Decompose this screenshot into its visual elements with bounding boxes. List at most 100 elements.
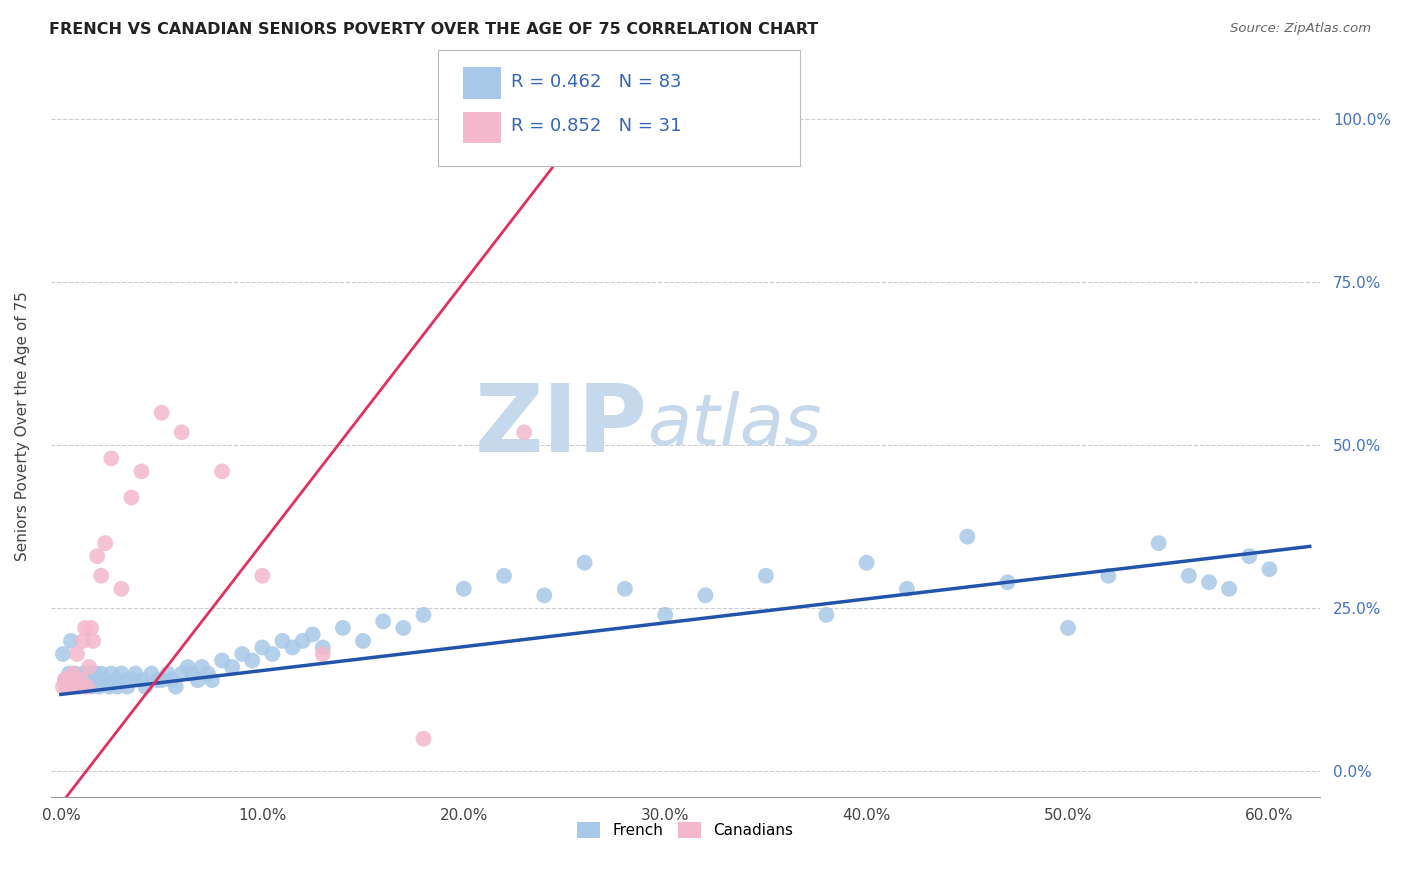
Point bbox=[70, 673, 93, 687]
Point bbox=[177, 660, 200, 674]
Point bbox=[76, 680, 98, 694]
Point bbox=[62, 680, 84, 694]
Point bbox=[72, 666, 94, 681]
Point bbox=[62, 666, 84, 681]
Point bbox=[815, 607, 838, 622]
Point bbox=[211, 653, 233, 667]
Point bbox=[513, 425, 536, 440]
Point bbox=[67, 680, 90, 694]
Point bbox=[120, 491, 142, 505]
Point bbox=[77, 666, 100, 681]
Point bbox=[124, 666, 146, 681]
Point bbox=[134, 680, 156, 694]
Point bbox=[98, 680, 121, 694]
Point bbox=[997, 575, 1019, 590]
Text: atlas: atlas bbox=[647, 392, 823, 460]
Point bbox=[231, 647, 253, 661]
Point bbox=[131, 673, 153, 687]
Point bbox=[197, 666, 219, 681]
Point bbox=[201, 673, 224, 687]
Point bbox=[80, 621, 103, 635]
Point bbox=[131, 465, 153, 479]
Point bbox=[63, 673, 86, 687]
Text: R = 0.852   N = 31: R = 0.852 N = 31 bbox=[512, 117, 682, 136]
Point bbox=[252, 568, 274, 582]
Point bbox=[66, 647, 89, 661]
Point bbox=[252, 640, 274, 655]
Point bbox=[58, 666, 80, 681]
Point bbox=[1147, 536, 1170, 550]
Point bbox=[84, 666, 107, 681]
Point bbox=[67, 680, 90, 694]
Point bbox=[89, 680, 111, 694]
Point bbox=[100, 451, 122, 466]
Point bbox=[120, 673, 142, 687]
Point bbox=[412, 731, 434, 746]
Point bbox=[146, 673, 169, 687]
Point bbox=[63, 666, 86, 681]
Point bbox=[165, 680, 187, 694]
Point bbox=[755, 568, 778, 582]
Point bbox=[281, 640, 304, 655]
Point bbox=[70, 673, 93, 687]
Point bbox=[82, 634, 104, 648]
Point bbox=[56, 680, 79, 694]
Point bbox=[262, 647, 284, 661]
Point bbox=[104, 673, 127, 687]
Point bbox=[90, 568, 112, 582]
Point bbox=[52, 680, 75, 694]
Text: R = 0.462   N = 83: R = 0.462 N = 83 bbox=[512, 72, 682, 91]
Point bbox=[211, 465, 233, 479]
Point bbox=[221, 660, 243, 674]
Point bbox=[56, 680, 79, 694]
Point bbox=[492, 568, 515, 582]
Text: Source: ZipAtlas.com: Source: ZipAtlas.com bbox=[1230, 22, 1371, 36]
Point bbox=[533, 588, 555, 602]
Point bbox=[150, 406, 173, 420]
Point bbox=[94, 536, 117, 550]
Point bbox=[114, 673, 136, 687]
Point bbox=[896, 582, 918, 596]
Point bbox=[80, 680, 103, 694]
Point bbox=[312, 640, 335, 655]
Point bbox=[59, 680, 82, 694]
Point bbox=[59, 673, 82, 687]
Point bbox=[52, 647, 75, 661]
Point bbox=[352, 634, 374, 648]
Point bbox=[1057, 621, 1080, 635]
FancyBboxPatch shape bbox=[437, 50, 800, 166]
Point bbox=[53, 673, 76, 687]
Point bbox=[94, 673, 117, 687]
Point bbox=[1239, 549, 1261, 564]
Point bbox=[574, 556, 596, 570]
Point bbox=[72, 634, 94, 648]
Point bbox=[100, 666, 122, 681]
Legend: French, Canadians: French, Canadians bbox=[569, 814, 801, 846]
Point bbox=[1178, 568, 1201, 582]
Point bbox=[76, 673, 98, 687]
Text: ZIP: ZIP bbox=[474, 380, 647, 472]
Point bbox=[855, 556, 877, 570]
Point bbox=[110, 582, 132, 596]
Point bbox=[160, 673, 183, 687]
Point bbox=[373, 615, 395, 629]
Point bbox=[59, 634, 82, 648]
Point bbox=[1097, 568, 1119, 582]
Point bbox=[654, 607, 676, 622]
Point bbox=[170, 425, 193, 440]
Point bbox=[291, 634, 314, 648]
Point bbox=[105, 680, 128, 694]
Point bbox=[90, 666, 112, 681]
Point bbox=[453, 582, 475, 596]
Point bbox=[332, 621, 354, 635]
Point bbox=[613, 582, 636, 596]
Point bbox=[58, 673, 80, 687]
Point bbox=[392, 621, 415, 635]
Point bbox=[156, 666, 179, 681]
Point bbox=[150, 673, 173, 687]
Point bbox=[86, 549, 108, 564]
Point bbox=[77, 660, 100, 674]
Point bbox=[574, 112, 596, 127]
Point bbox=[1258, 562, 1281, 576]
Text: FRENCH VS CANADIAN SENIORS POVERTY OVER THE AGE OF 75 CORRELATION CHART: FRENCH VS CANADIAN SENIORS POVERTY OVER … bbox=[49, 22, 818, 37]
